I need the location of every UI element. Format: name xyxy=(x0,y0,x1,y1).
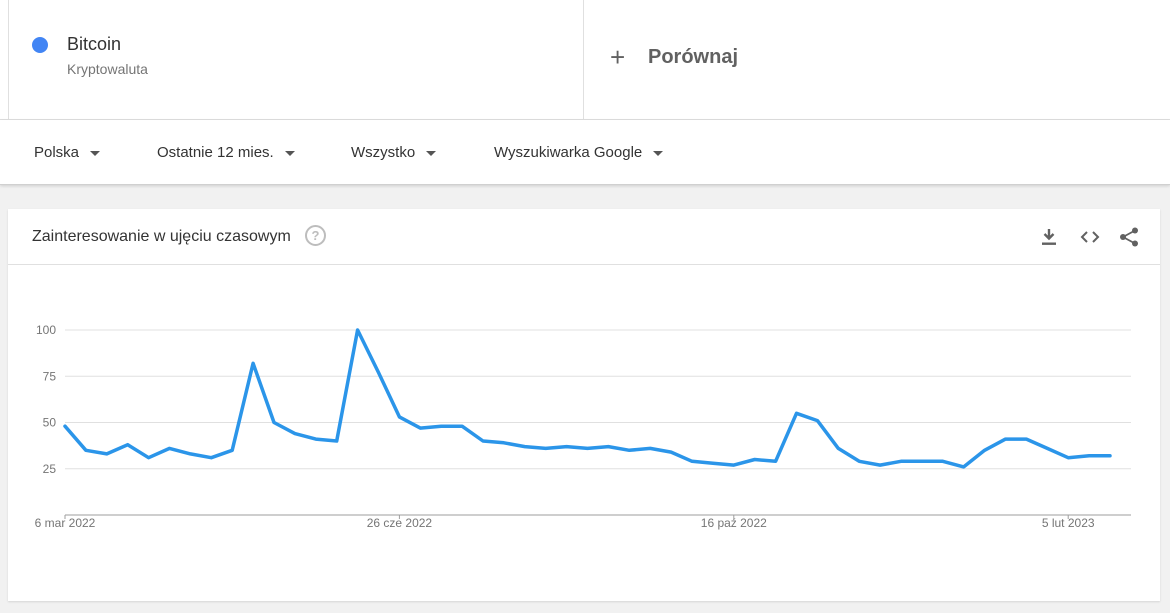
plus-icon: + xyxy=(610,42,626,72)
x-tick-label: 26 cze 2022 xyxy=(367,516,433,530)
card-title: Zainteresowanie w ujęciu czasowym xyxy=(32,228,291,245)
filter-time-range-label: Ostatnie 12 mies. xyxy=(157,144,274,161)
share-icon[interactable] xyxy=(1117,225,1141,249)
filter-region[interactable]: Polska xyxy=(34,144,101,161)
filter-bar: Polska Ostatnie 12 mies. Wszystko Wyszuk… xyxy=(0,120,1170,185)
y-tick-label: 100 xyxy=(36,323,56,337)
y-tick-label: 75 xyxy=(43,369,57,383)
filter-search-type-label: Wyszukiwarka Google xyxy=(494,144,643,161)
y-tick-label: 25 xyxy=(43,462,57,476)
x-tick-label: 6 mar 2022 xyxy=(35,516,96,530)
filter-time-range[interactable]: Ostatnie 12 mies. xyxy=(157,144,295,161)
x-tick-label: 16 paź 2022 xyxy=(701,516,767,530)
top-bar: Bitcoin Kryptowaluta + Porównaj xyxy=(0,0,1170,120)
filter-category[interactable]: Wszystko xyxy=(351,144,437,161)
card-header: Zainteresowanie w ujęciu czasowym ? xyxy=(8,209,1160,265)
chevron-down-icon xyxy=(284,150,295,156)
chevron-down-icon xyxy=(653,150,664,156)
help-circle-icon[interactable]: ? xyxy=(305,225,326,246)
compare-label: Porównaj xyxy=(648,45,739,68)
line-chart: 25 50 75 100 6 mar 2022 26 cze 2022 16 paź 20… xyxy=(35,323,1131,530)
term-color-dot xyxy=(32,37,48,53)
term-type: Kryptowaluta xyxy=(67,61,148,77)
download-icon[interactable] xyxy=(1037,225,1061,249)
filter-search-type[interactable]: Wyszukiwarka Google xyxy=(494,144,664,161)
chevron-down-icon xyxy=(426,150,437,156)
filter-region-label: Polska xyxy=(34,144,80,161)
x-tick-label: 5 lut 2023 xyxy=(1042,516,1095,530)
y-tick-label: 50 xyxy=(43,416,57,430)
chevron-down-icon xyxy=(90,150,101,156)
interest-over-time-card: Zainteresowanie w ujęciu czasowym ? 25 50… xyxy=(8,209,1160,601)
filter-category-label: Wszystko xyxy=(351,144,416,161)
embed-code-icon[interactable] xyxy=(1078,225,1102,249)
compare-button[interactable]: + Porównaj xyxy=(610,44,738,70)
term-name[interactable]: Bitcoin xyxy=(67,34,122,54)
series-line xyxy=(63,328,1112,469)
search-term-card[interactable]: Bitcoin Kryptowaluta xyxy=(8,0,584,120)
